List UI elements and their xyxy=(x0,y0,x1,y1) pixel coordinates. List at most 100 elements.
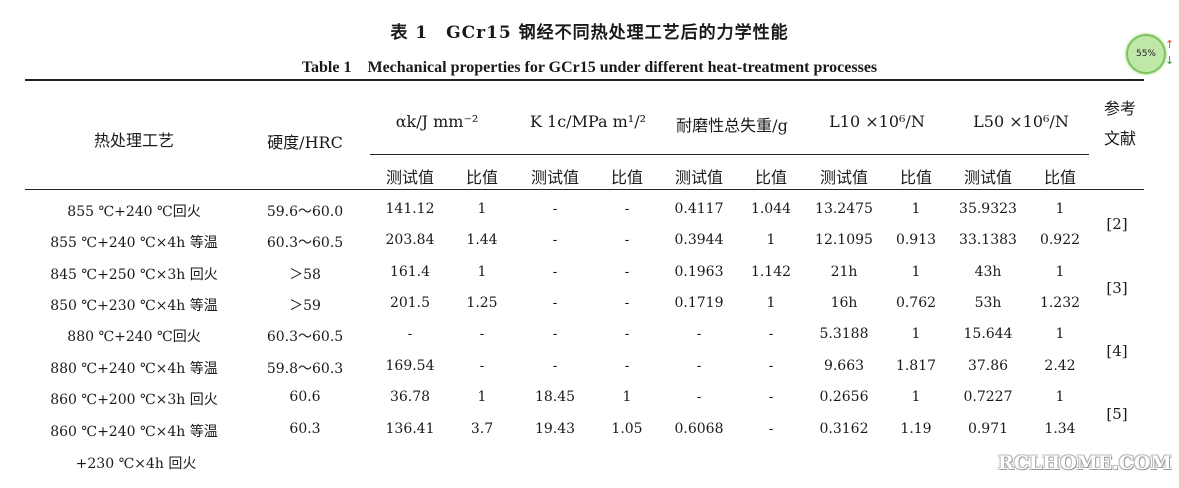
cell-k-test: 19.43 xyxy=(534,421,576,437)
cell-ak-test: - xyxy=(407,326,413,342)
cell-l50-ratio: 1 xyxy=(1055,389,1065,405)
cell-l50-ratio: 2.42 xyxy=(1044,358,1076,374)
subheader-test: 测试值 xyxy=(385,168,435,187)
title-cn: 表 1 GCr15 钢经不同热处理工艺后的力学性能 xyxy=(390,23,789,43)
cell-l50-ratio: 1 xyxy=(1055,201,1065,217)
cell-k-ratio: - xyxy=(624,326,630,342)
subheader-ratio: 比值 xyxy=(465,168,499,187)
cell-l10-test: 16h xyxy=(830,295,858,311)
arrow-down-icon[interactable]: ↓ xyxy=(1165,54,1175,67)
cell-ak-test: 141.12 xyxy=(385,201,435,217)
cell-ak-ratio: 1 xyxy=(477,264,487,280)
cell-l10-ratio: 1.817 xyxy=(895,358,937,374)
cell-l50-test: 15.644 xyxy=(963,326,1013,342)
cell-wear-ratio: - xyxy=(768,389,774,405)
cell-ak-test: 161.4 xyxy=(389,264,431,280)
cell-k-ratio: - xyxy=(624,232,630,248)
cell-wear-ratio: 1.044 xyxy=(750,201,792,217)
header-ref-line2: 文献 xyxy=(1103,129,1137,148)
cell-l50-ratio: 1 xyxy=(1055,326,1065,342)
process-continuation: +230 ℃×4h 回火 xyxy=(75,456,197,472)
cell-l50-test: 43h xyxy=(974,264,1002,280)
cell-l10-test: 0.2656 xyxy=(819,389,869,405)
ref-label: [4] xyxy=(1106,342,1128,360)
cell-l50-test: 33.1383 xyxy=(959,232,1017,248)
cell-ak-ratio: 1 xyxy=(477,201,487,217)
cell-l10-ratio: 0.762 xyxy=(895,295,937,311)
cell-l10-ratio: 1 xyxy=(911,201,921,217)
subheader-test: 测试值 xyxy=(674,168,724,187)
cell-k-ratio: 1 xyxy=(622,389,632,405)
arrow-up-icon[interactable]: ↑ xyxy=(1165,38,1175,51)
cell-l50-ratio: 1.232 xyxy=(1039,295,1081,311)
cell-l10-test: 9.663 xyxy=(823,358,865,374)
cell-k-ratio: 1.05 xyxy=(611,421,643,437)
cell-l50-ratio: 1 xyxy=(1055,264,1065,280)
subheader-test: 测试值 xyxy=(819,168,869,187)
header-bottom-rule xyxy=(25,189,1144,190)
cell-wear-test: - xyxy=(696,389,702,405)
cell-hardness: ＞58 xyxy=(289,267,321,283)
cell-hardness: 59.6～60.0 xyxy=(266,204,344,220)
cell-hardness: 59.8～60.3 xyxy=(266,361,344,377)
cell-ak-test: 203.84 xyxy=(385,232,435,248)
cell-k-ratio: - xyxy=(624,264,630,280)
cell-ak-test: 136.41 xyxy=(385,421,435,437)
cell-k-test: 18.45 xyxy=(534,389,576,405)
cell-l10-test: 21h xyxy=(830,264,858,280)
cell-process: 855 ℃+240 ℃回火 xyxy=(67,204,201,220)
cell-process: 860 ℃+200 ℃×3h 回火 xyxy=(50,392,218,408)
cell-ak-test: 36.78 xyxy=(389,389,431,405)
cell-ak-ratio: 3.7 xyxy=(470,421,494,437)
cell-ak-ratio: - xyxy=(479,358,485,374)
ref-label: [3] xyxy=(1106,279,1128,297)
cell-k-test: - xyxy=(552,264,558,280)
cell-ak-ratio: 1 xyxy=(477,389,487,405)
header-hardness: 硬度/HRC xyxy=(267,133,343,152)
cell-wear-test: - xyxy=(696,358,702,374)
cell-hardness: ＞59 xyxy=(289,298,321,314)
cell-wear-ratio: 1 xyxy=(766,232,776,248)
header-wear: 耐磨性总失重/g xyxy=(676,116,788,135)
cell-l50-test: 0.971 xyxy=(967,421,1009,437)
cell-wear-ratio: - xyxy=(768,358,774,374)
cell-process: 880 ℃+240 ℃×4h 等温 xyxy=(50,361,218,377)
cell-l10-ratio: 1 xyxy=(911,326,921,342)
cell-k-ratio: - xyxy=(624,295,630,311)
cell-wear-test: 0.4117 xyxy=(674,201,724,217)
cell-process: 850 ℃+230 ℃×4h 等温 xyxy=(50,298,218,314)
cell-wear-ratio: 1 xyxy=(766,295,776,311)
header-ak: αk/J mm⁻² xyxy=(395,112,479,131)
subheader-ratio: 比值 xyxy=(899,168,933,187)
cell-process: 855 ℃+240 ℃×4h 等温 xyxy=(50,235,218,251)
cell-l50-test: 37.86 xyxy=(967,358,1009,374)
cell-l10-ratio: 0.913 xyxy=(895,232,937,248)
cell-ak-ratio: 1.25 xyxy=(466,295,498,311)
cell-wear-ratio: 1.142 xyxy=(750,264,792,280)
cell-process: 860 ℃+240 ℃×4h 等温 xyxy=(50,424,218,440)
header-l50: L50 ×10⁶/N xyxy=(973,112,1069,131)
ref-label: [5] xyxy=(1106,405,1128,423)
cell-k-test: - xyxy=(552,201,558,217)
cell-hardness: 60.3～60.5 xyxy=(266,235,344,251)
watermark: RCLHOME.COM xyxy=(998,452,1172,474)
header-ref-line1: 参考 xyxy=(1103,99,1137,118)
cell-ak-ratio: 1.44 xyxy=(466,232,498,248)
cell-hardness: 60.6 xyxy=(289,389,321,405)
cell-l50-ratio: 1.34 xyxy=(1044,421,1076,437)
cell-l10-test: 5.3188 xyxy=(819,326,869,342)
cell-k-test: - xyxy=(552,358,558,374)
cell-l50-ratio: 0.922 xyxy=(1039,232,1081,248)
header-process: 热处理工艺 xyxy=(93,131,175,150)
cell-wear-test: - xyxy=(696,326,702,342)
table-top-rule xyxy=(25,79,1144,81)
cell-k-ratio: - xyxy=(624,201,630,217)
header-l10: L10 ×10⁶/N xyxy=(829,112,925,131)
cell-process: 845 ℃+250 ℃×3h 回火 xyxy=(50,267,218,283)
cell-k-test: - xyxy=(552,232,558,248)
cell-l10-test: 0.3162 xyxy=(819,421,869,437)
progress-widget[interactable]: 55% xyxy=(1126,34,1166,74)
cell-wear-ratio: - xyxy=(768,421,774,437)
cell-hardness: 60.3 xyxy=(289,421,321,437)
cell-wear-ratio: - xyxy=(768,326,774,342)
